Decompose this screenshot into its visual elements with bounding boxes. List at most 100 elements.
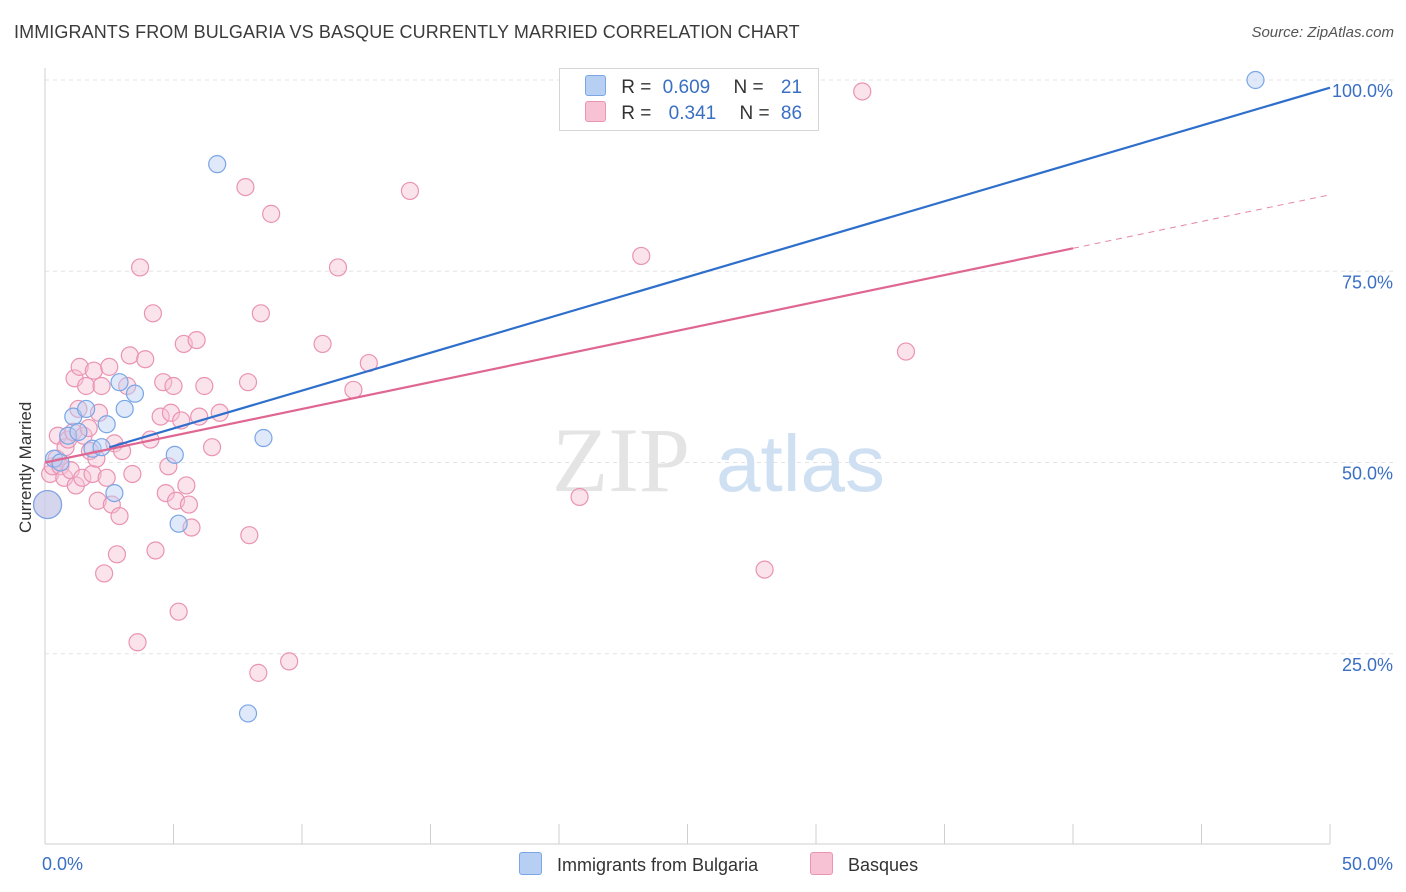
basques-point (280, 652, 299, 671)
basques-point (79, 418, 98, 438)
basques-point (169, 602, 188, 621)
basques-point (95, 564, 114, 583)
bulgaria-point (208, 155, 227, 174)
bulgaria-point (169, 514, 188, 533)
basques-point (853, 82, 872, 101)
legend-n-label: N = (733, 77, 764, 98)
bulgaria-point (92, 438, 111, 457)
watermark-zip: ZIP (552, 409, 690, 511)
basques-point (262, 204, 281, 223)
basques-point (107, 545, 127, 564)
bulgaria-trend-line (108, 86, 1331, 449)
legend-n-value: 86 (780, 103, 803, 124)
basques-point (151, 407, 170, 426)
y-tick-label: 25.0% (1342, 655, 1393, 675)
basques-point (128, 633, 147, 652)
bulgaria-point (32, 489, 63, 520)
legend-swatch-basques (810, 852, 833, 875)
legend-r-value: 0.341 (668, 103, 717, 124)
trend-lines (44, 86, 1331, 464)
basques-point (238, 373, 258, 392)
basques-point (159, 457, 178, 476)
basques-point (896, 342, 916, 361)
basques-point (120, 346, 139, 365)
bulgaria-point (51, 453, 70, 472)
basques-point (202, 438, 222, 457)
basques-point (251, 304, 270, 323)
basques-point (344, 380, 363, 399)
basques-point (190, 407, 209, 426)
legend-swatch-bulgaria (519, 852, 542, 875)
correlation-legend: R = 0.609 N = 21 R = 0.341 N = 86 (559, 68, 819, 131)
y-tick-label: 50.0% (1342, 464, 1393, 484)
legend-label-basques: Basques (848, 855, 919, 875)
x-tick-labels: 0.0% 50.0% (42, 854, 1393, 874)
basques-point (143, 304, 163, 323)
chart-source: Source: ZipAtlas.com (1251, 24, 1394, 41)
legend-r-value: 0.609 (662, 77, 711, 98)
basques-point (154, 373, 173, 392)
basques-points (32, 82, 916, 682)
basques-point (123, 464, 142, 484)
basques-point (240, 526, 259, 545)
basques-point (249, 663, 268, 682)
basques-trend-extension (1072, 194, 1331, 249)
x-tick-label: 0.0% (42, 854, 83, 874)
basques-point (146, 541, 165, 560)
basques-point (110, 506, 129, 526)
legend-r-label: R = (621, 103, 652, 124)
basques-point (84, 361, 103, 380)
basques-point (313, 334, 332, 354)
watermark-atlas: atlas (716, 419, 885, 508)
basques-point (179, 495, 199, 514)
bulgaria-point (165, 445, 184, 464)
bulgaria-point (125, 384, 145, 403)
legend-n-value: 21 (780, 77, 803, 98)
legend-swatch-basques (585, 101, 606, 122)
basques-point (161, 403, 181, 422)
legend-swatch-bulgaria (585, 75, 606, 96)
basques-point (100, 357, 119, 376)
basques-point (632, 246, 651, 266)
basques-point (328, 258, 348, 277)
y-tick-labels: 25.0% 50.0% 75.0% 100.0% (1332, 81, 1393, 675)
basques-point (236, 178, 255, 197)
basques-point (77, 376, 96, 396)
bulgaria-point (254, 428, 273, 448)
basques-point (130, 258, 150, 277)
basques-point (195, 376, 214, 396)
basques-point (400, 181, 420, 201)
legend-n-label: N = (739, 103, 770, 124)
x-tick-label: 50.0% (1342, 854, 1393, 874)
bulgaria-point (59, 426, 78, 445)
basques-point (164, 376, 183, 396)
basques-point (70, 357, 89, 376)
bulgaria-points (32, 70, 1265, 723)
bulgaria-point (97, 415, 116, 434)
basques-point (97, 468, 116, 487)
x-ticks (44, 824, 1331, 844)
legend-r-label: R = (621, 77, 652, 98)
basques-trend-line (44, 247, 1074, 464)
bulgaria-point (238, 704, 258, 723)
legend-item-basques: Basques (810, 852, 918, 876)
watermark: ZIP atlas (552, 409, 885, 511)
basques-point (755, 560, 774, 579)
bulgaria-point (69, 422, 88, 441)
basques-point (136, 350, 155, 369)
basques-point (92, 376, 111, 396)
bulgaria-point (105, 484, 124, 503)
basques-point (570, 487, 589, 507)
bulgaria-point (115, 399, 134, 419)
gridlines (45, 79, 1395, 655)
bulgaria-point (77, 399, 96, 419)
legend-row-bulgaria: R = 0.609 N = 21 (585, 75, 802, 99)
legend-label-bulgaria: Immigrants from Bulgaria (557, 855, 759, 875)
basques-point (87, 449, 106, 468)
y-axis-label: Currently Married (16, 401, 35, 533)
basques-point (177, 476, 196, 495)
y-tick-label: 100.0% (1332, 81, 1393, 101)
basques-point (83, 464, 102, 484)
y-tick-label: 75.0% (1342, 272, 1393, 292)
